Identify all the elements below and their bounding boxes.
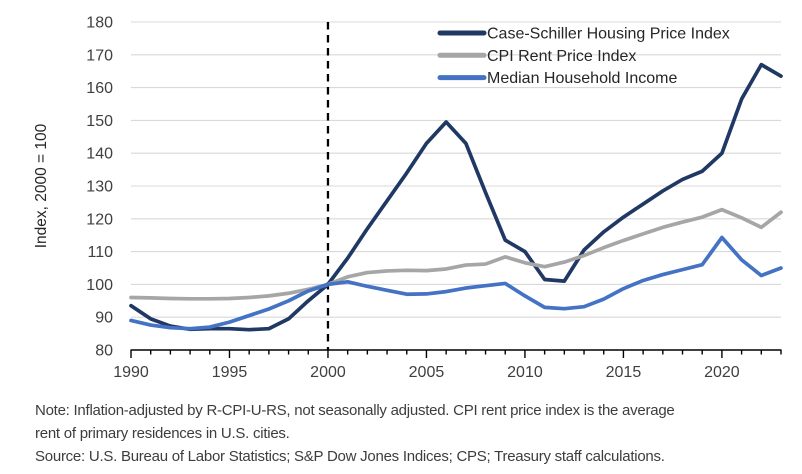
chart-notes: Note: Inflation-adjusted by R-CPI-U-RS, … [35, 399, 795, 468]
note-line-2: rent of primary residences in U.S. citie… [35, 425, 290, 442]
cpi-rent-line [129, 207, 783, 301]
x-tick-label: 2015 [606, 364, 642, 381]
y-axis-title: Index, 2000 = 100 [33, 123, 50, 248]
y-tick-label: 140 [86, 146, 113, 163]
y-tick-label: 100 [86, 277, 113, 294]
y-tick-label: 160 [86, 80, 113, 97]
y-tick-label: 180 [86, 15, 113, 32]
y-tick-label: 150 [86, 113, 113, 130]
x-tick-label: 1995 [212, 364, 248, 381]
y-tick-label: 130 [86, 179, 113, 196]
y-tick-label: 90 [95, 310, 113, 327]
case-schiller-line [129, 62, 783, 332]
note-line-1: Note: Inflation-adjusted by R-CPI-U-RS, … [35, 402, 675, 419]
x-tick-label: 2005 [409, 364, 445, 381]
legend-label-case-schiller: Case-Schiller Housing Price Index [487, 26, 730, 43]
y-tick-label: 80 [95, 343, 113, 360]
legend-label-median-income: Median Household Income [487, 70, 677, 87]
source-line: Source: U.S. Bureau of Labor Statistics;… [35, 448, 665, 465]
x-tick-label: 2000 [310, 364, 346, 381]
median-income-line [129, 235, 783, 331]
legend-label-cpi-rent: CPI Rent Price Index [487, 48, 636, 65]
line-chart-canvas: 80 90 100 110 120 130 140 150 160 170 180 Index, 20… [33, 15, 783, 381]
x-tick-label: 1990 [113, 364, 149, 381]
x-tick-label: 2020 [704, 364, 740, 381]
y-tick-label: 170 [86, 47, 113, 64]
y-tick-label: 120 [86, 211, 113, 228]
y-tick-label: 110 [87, 244, 113, 261]
x-tick-label: 2010 [507, 364, 543, 381]
